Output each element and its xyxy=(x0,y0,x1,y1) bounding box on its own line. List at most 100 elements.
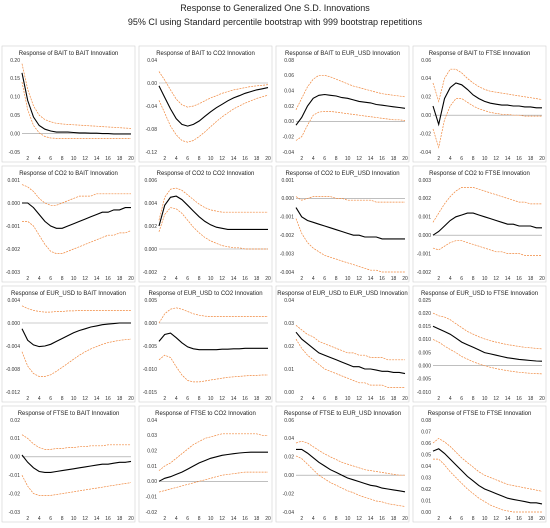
x-tick-label: 6 xyxy=(460,156,463,162)
x-tick-label: 18 xyxy=(528,516,534,522)
y-tick-label: 0.04 xyxy=(284,298,294,304)
y-tick-label: -0.005 xyxy=(417,377,431,383)
irf-panel: Response of BAIT to FTSE Innovation -0.04… xyxy=(412,45,547,163)
x-tick-label: 6 xyxy=(49,156,52,162)
y-tick-label: 0.00 xyxy=(10,131,20,137)
x-tick-label: 4 xyxy=(312,516,315,522)
y-tick-label: -0.008 xyxy=(6,367,20,373)
x-tick-label: 6 xyxy=(323,276,326,282)
y-tick-label: 0.08 xyxy=(284,58,294,64)
y-tick-label: -0.05 xyxy=(9,150,21,156)
x-tick-label: 12 xyxy=(493,396,499,402)
panel-frame xyxy=(412,45,547,163)
x-tick-label: 4 xyxy=(38,516,41,522)
irf-panel: Response of CO2 to EUR_USD Innovation -0.… xyxy=(275,165,410,283)
panel-title: Response of BAIT to CO2 Innovation xyxy=(156,51,255,57)
x-tick-label: 20 xyxy=(128,156,134,162)
x-tick-label: 16 xyxy=(105,156,111,162)
panel-title: Response of FTSE to CO2 Innovation xyxy=(155,411,256,417)
upper-ci-line xyxy=(432,187,542,223)
x-tick-label: 8 xyxy=(61,516,64,522)
y-tick-label: 0.06 xyxy=(284,418,294,424)
lower-ci-line xyxy=(21,475,132,496)
x-tick-label: 4 xyxy=(449,276,452,282)
x-tick-label: 4 xyxy=(38,396,41,402)
upper-ci-line xyxy=(158,433,268,471)
x-tick-label: 2 xyxy=(300,516,303,522)
y-tick-label: 0.02 xyxy=(284,344,294,350)
x-tick-label: 8 xyxy=(335,396,338,402)
y-tick-label: -0.03 xyxy=(9,510,21,516)
x-tick-label: 10 xyxy=(482,396,488,402)
x-tick-label: 4 xyxy=(312,396,315,402)
response-line xyxy=(296,448,406,493)
y-tick-label: 0.02 xyxy=(421,487,431,493)
panel-title: Response of FTSE to FTSE Innovation xyxy=(428,411,532,417)
y-tick-label: -0.001 xyxy=(6,224,20,230)
y-tick-label: -0.02 xyxy=(283,134,295,140)
panel-title: Response of BAIT to FTSE Innovation xyxy=(429,51,531,57)
y-tick-label: -0.001 xyxy=(417,251,431,257)
y-tick-label: 0.07 xyxy=(421,429,431,435)
y-tick-label: 0.001 xyxy=(7,178,20,184)
x-tick-label: 14 xyxy=(94,276,100,282)
x-tick-label: 2 xyxy=(300,276,303,282)
x-tick-label: 12 xyxy=(356,156,362,162)
x-tick-label: 12 xyxy=(493,276,499,282)
irf-panel: Response of FTSE to EUR_USD Innovation -0… xyxy=(275,405,410,523)
x-tick-label: 14 xyxy=(94,396,100,402)
lower-ci-line xyxy=(22,221,132,254)
x-tick-label: 8 xyxy=(198,276,201,282)
y-tick-label: -0.02 xyxy=(146,510,158,516)
x-tick-label: 4 xyxy=(175,396,178,402)
x-tick-label: 8 xyxy=(198,396,201,402)
y-tick-label: -0.003 xyxy=(280,251,294,257)
x-tick-label: 20 xyxy=(402,396,408,402)
y-tick-label: 0.00 xyxy=(284,390,294,396)
x-tick-label: 12 xyxy=(82,276,88,282)
x-tick-label: 20 xyxy=(265,516,271,522)
y-tick-label: 0.02 xyxy=(147,448,157,454)
panel-frame xyxy=(1,45,136,163)
panel-frame xyxy=(275,165,410,283)
y-tick-label: 0.010 xyxy=(418,337,431,343)
x-tick-label: 18 xyxy=(117,276,123,282)
lower-ci-line xyxy=(21,338,132,377)
x-tick-label: 18 xyxy=(391,156,397,162)
y-tick-label: 0.02 xyxy=(421,95,431,101)
x-tick-label: 16 xyxy=(105,276,111,282)
response-line xyxy=(21,454,132,473)
irf-panel: Response of CO2 to BAIT Innovation -0.003… xyxy=(1,165,136,283)
y-tick-label: -0.04 xyxy=(283,510,295,516)
x-tick-label: 2 xyxy=(300,396,303,402)
x-tick-label: 14 xyxy=(505,156,511,162)
x-tick-label: 16 xyxy=(379,276,385,282)
x-tick-label: 16 xyxy=(105,516,111,522)
y-tick-label: 0.08 xyxy=(421,418,431,424)
x-tick-label: 20 xyxy=(539,276,545,282)
y-tick-label: 0.03 xyxy=(421,475,431,481)
x-tick-label: 20 xyxy=(539,396,545,402)
y-tick-label: -0.12 xyxy=(146,150,158,156)
panel-frame xyxy=(138,285,273,403)
panel-frame xyxy=(1,405,136,523)
figure-subtitle: 95% CI using Standard percentile bootstr… xyxy=(127,17,423,27)
x-tick-label: 20 xyxy=(128,276,134,282)
x-tick-label: 10 xyxy=(208,156,214,162)
lower-ci-line xyxy=(432,98,542,149)
upper-ci-line xyxy=(21,63,132,129)
response-line xyxy=(21,72,131,135)
response-line xyxy=(432,82,542,127)
x-tick-label: 16 xyxy=(242,516,248,522)
lower-ci-line xyxy=(295,338,405,388)
panel-frame xyxy=(138,165,273,283)
irf-panel: Response of CO2 to CO2 Innovation -0.002 0… xyxy=(138,165,273,283)
x-tick-label: 6 xyxy=(460,396,463,402)
y-tick-label: -0.012 xyxy=(6,390,20,396)
x-tick-label: 8 xyxy=(335,516,338,522)
panel-title: Response of EUR_USD to FTSE Innovation xyxy=(421,291,538,297)
x-tick-label: 18 xyxy=(528,396,534,402)
x-tick-label: 10 xyxy=(345,276,351,282)
x-tick-label: 18 xyxy=(391,276,397,282)
